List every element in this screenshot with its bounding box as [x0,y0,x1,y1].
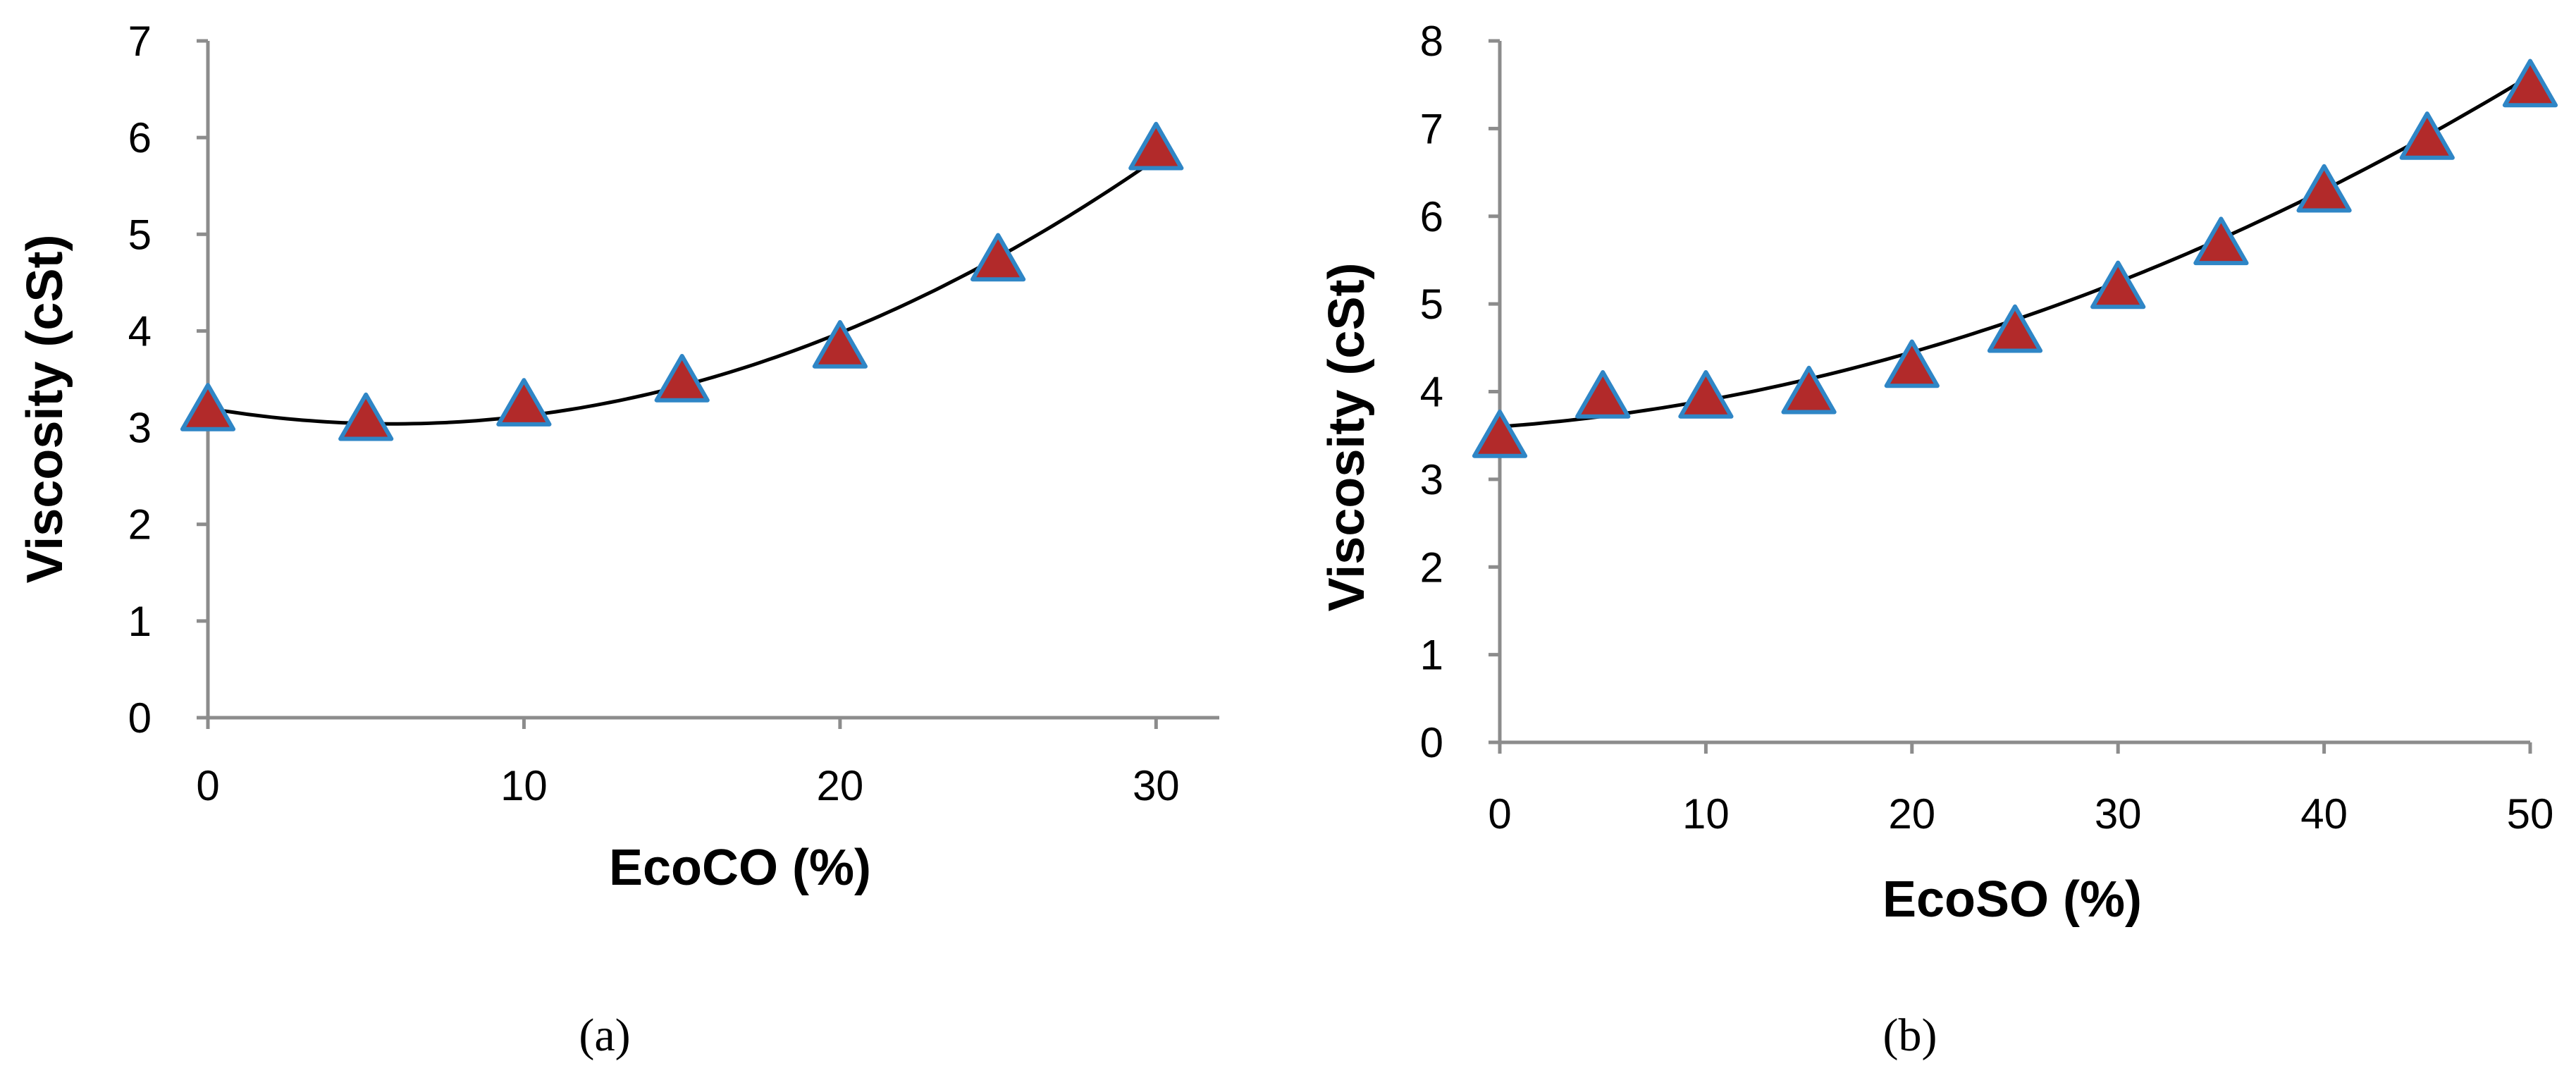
x-tick-label: 30 [1133,762,1180,809]
data-point-marker [1472,410,1528,458]
x-tick-label: 20 [817,762,864,809]
y-tick-label: 1 [128,598,152,645]
y-tick-label: 5 [1420,281,1443,328]
chart-a-axes [206,41,1219,720]
y-tick-label: 3 [1420,456,1443,503]
panel-label-b: (b) [1883,1010,1937,1061]
chart-b-axes [1498,41,2530,744]
y-tick-label: 0 [1420,719,1443,766]
data-point-marker [812,320,868,369]
data-point-marker [2090,260,2146,309]
y-tick-label: 2 [128,501,152,548]
chart-a-x-ticks: 0 10 20 30 [196,718,1180,809]
y-tick-label: 4 [1420,369,1443,416]
data-point-marker [1678,370,1734,419]
y-tick-label: 1 [1420,632,1443,679]
data-point-marker [1781,365,1837,415]
y-tick-label: 7 [128,18,152,65]
y-tick-label: 4 [128,307,152,355]
y-tick-label: 6 [128,114,152,161]
chart-b-y-ticks: 0 1 2 3 4 5 6 7 8 [1420,18,1500,766]
data-point-marker [2399,111,2455,160]
x-tick-label: 30 [2095,790,2142,838]
data-point-marker [2296,164,2352,213]
data-point-marker [496,378,552,427]
chart-a-y-axis-title: Viscosity (cSt) [17,235,73,584]
x-tick-label: 0 [196,762,219,809]
data-point-marker [970,233,1026,282]
y-tick-label: 5 [128,211,152,258]
y-tick-label: 0 [128,694,152,742]
data-point-marker [654,354,710,403]
chart-a-x-axis-title: EcoCO (%) [609,840,871,896]
y-tick-label: 6 [1420,193,1443,240]
data-point-marker [1884,339,1940,388]
data-point-marker [1575,370,1631,419]
chart-b-markers [1472,59,2558,458]
data-point-marker [1987,304,2043,353]
chart-a: 0 1 2 3 4 5 6 7 0 10 20 30 EcoCO (%) Viscosity (cS… [17,18,1219,1061]
x-tick-label: 20 [1888,790,1935,838]
x-tick-label: 50 [2507,790,2554,838]
chart-b-y-axis-title: Viscosity (cSt) [1319,263,1375,612]
x-tick-label: 0 [1488,790,1511,838]
y-tick-label: 3 [128,405,152,452]
chart-b: 0 1 2 3 4 5 6 7 8 0 10 20 30 40 50 EcoSO (%) Viscosit… [1319,18,2558,1061]
chart-b-x-axis-title: EcoSO (%) [1882,871,2142,928]
data-point-marker [1128,121,1184,171]
chart-b-x-ticks: 0 10 20 30 40 50 [1488,742,2553,838]
x-tick-label: 10 [1682,790,1730,838]
y-tick-label: 7 [1420,105,1443,152]
data-point-marker [338,392,394,441]
data-point-marker [2193,216,2249,266]
y-tick-label: 2 [1420,544,1443,591]
x-tick-label: 40 [2300,790,2348,838]
chart-b-trendline [1499,74,2532,429]
x-tick-label: 10 [500,762,548,809]
data-point-marker [180,383,236,431]
chart-a-markers [180,121,1184,441]
chart-a-y-ticks: 0 1 2 3 4 5 6 7 [128,18,208,742]
y-tick-label: 8 [1420,18,1443,65]
panel-label-a: (a) [579,1010,630,1061]
data-point-marker [2502,59,2558,108]
